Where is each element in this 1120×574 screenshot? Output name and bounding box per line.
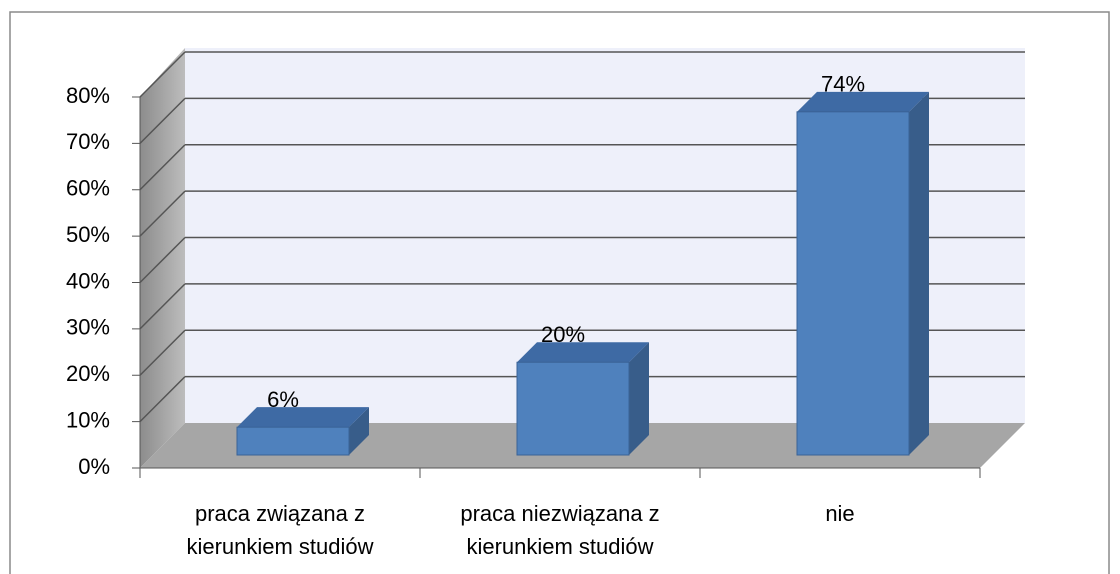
x-tick-label: nie	[825, 501, 854, 526]
y-tick-label: 20%	[66, 361, 110, 386]
value-label: 6%	[267, 387, 299, 412]
y-tick-label: 40%	[66, 268, 110, 293]
y-tick-label: 30%	[66, 315, 110, 340]
bar	[796, 111, 910, 456]
y-tick-label: 80%	[66, 83, 110, 108]
y-tick-label: 0%	[78, 454, 110, 479]
value-label: 74%	[821, 72, 865, 97]
x-tick-label: kierunkiem studiów	[466, 534, 653, 559]
x-tick-label: praca niezwiązana z	[460, 501, 659, 526]
grid-line	[139, 283, 186, 330]
x-tick-label: kierunkiem studiów	[186, 534, 373, 559]
bar-top	[237, 407, 369, 428]
y-tick-label: 10%	[66, 407, 110, 432]
grid-line	[139, 190, 186, 237]
y-tick-label: 70%	[66, 129, 110, 154]
side-wall	[140, 48, 185, 468]
bar-top	[517, 342, 649, 363]
x-tick-label: praca związana z	[195, 501, 365, 526]
bar	[236, 426, 350, 456]
grid-line	[139, 236, 186, 284]
grid-line	[139, 329, 186, 376]
grid-line	[139, 144, 186, 191]
y-tick-label: 60%	[66, 176, 110, 201]
bar-top	[797, 91, 929, 112]
grid-line	[139, 97, 186, 144]
y-tick-label: 50%	[66, 222, 110, 247]
grid-line	[139, 51, 186, 98]
bar-side	[909, 91, 929, 455]
bar-side	[349, 407, 369, 455]
grid-line	[139, 376, 186, 423]
bar	[516, 361, 630, 456]
bar-side	[629, 342, 649, 455]
value-label: 20%	[541, 322, 585, 347]
